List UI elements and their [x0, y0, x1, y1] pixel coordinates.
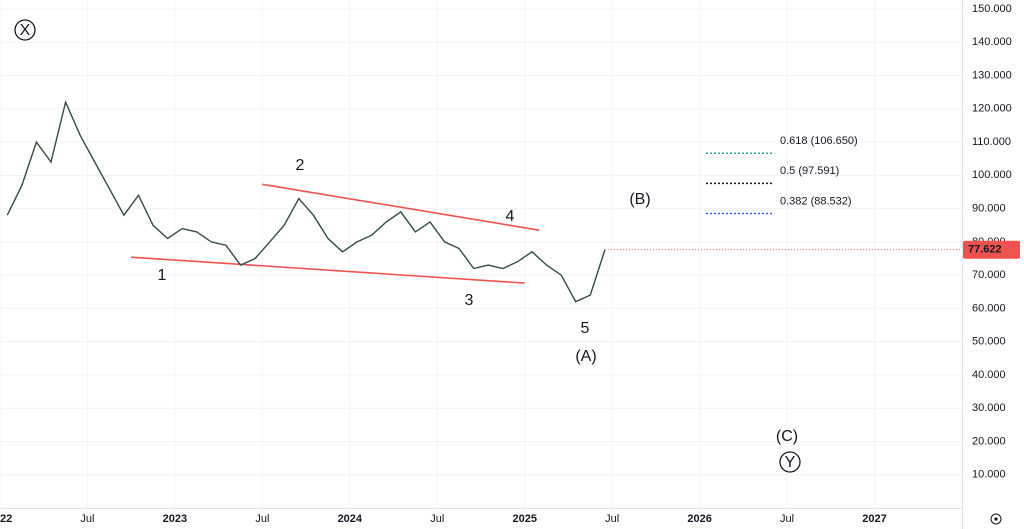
gear-center[interactable]	[994, 517, 998, 521]
wave-label: (A)	[575, 348, 596, 365]
wave-circle	[779, 451, 801, 473]
x-tick-label: Jul	[255, 513, 269, 525]
y-tick-label: 40.000	[972, 369, 1006, 381]
wave-label: Y	[785, 454, 796, 471]
grid	[0, 0, 962, 508]
y-tick-label: 100.000	[972, 169, 1012, 181]
trendline	[131, 256, 525, 284]
wave-label: X	[20, 22, 31, 39]
y-tick-label: 60.000	[972, 302, 1006, 314]
x-tick-label: 2027	[862, 513, 886, 525]
settings-icon[interactable]	[990, 513, 1002, 525]
y-tick-label: 20.000	[972, 435, 1006, 447]
fib-label: 0.5 (97.591)	[780, 165, 839, 177]
x-tick-label: Jul	[605, 513, 619, 525]
x-tick-label: 2022	[0, 513, 12, 525]
y-tick-label: 110.000	[972, 136, 1011, 148]
y-tick-label: 10.000	[972, 469, 1006, 481]
wave-label: 1	[158, 267, 167, 284]
gear[interactable]	[990, 513, 1002, 525]
last-price-label: 77.622	[968, 244, 1002, 256]
x-tick-label: Jul	[780, 513, 794, 525]
y-tick-label: 140.000	[972, 36, 1012, 48]
x-tick-label: 2025	[512, 513, 536, 525]
wave-label: 4	[506, 208, 515, 225]
trendline	[262, 183, 540, 232]
x-tick-label: 2023	[163, 513, 187, 525]
price-line	[6, 99, 606, 303]
fib-label: 0.382 (88.532)	[780, 195, 852, 207]
wave-label: 5	[581, 320, 590, 337]
y-tick-label: 130.000	[972, 69, 1012, 81]
x-tick-label: 2024	[338, 513, 363, 525]
y-tick-label: 120.000	[972, 103, 1012, 115]
wave-label: 2	[296, 157, 305, 174]
y-tick-label: 90.000	[972, 202, 1006, 214]
y-tick-label: 70.000	[972, 269, 1006, 281]
wave-label: (B)	[629, 191, 650, 208]
last-price-box	[963, 240, 1020, 259]
fib-label: 0.618 (106.650)	[780, 135, 858, 147]
y-tick-label: 30.000	[972, 402, 1006, 414]
x-tick-label: Jul	[430, 513, 444, 525]
x-tick-label: Jul	[80, 513, 94, 525]
y-tick-label: 50.000	[972, 336, 1006, 348]
wave-label: 3	[465, 292, 474, 309]
y-tick-label: 150.000	[972, 3, 1012, 15]
wave-label: (C)	[776, 428, 798, 445]
x-tick-label: 2026	[687, 513, 711, 525]
wave-circle	[14, 19, 36, 41]
